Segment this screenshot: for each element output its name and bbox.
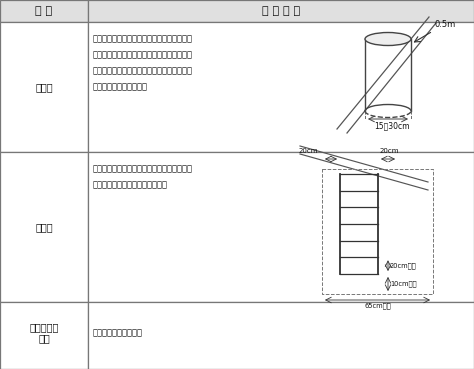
Text: 下 降 空 間: 下 降 空 間 (262, 6, 300, 16)
Text: 避難繩索及
滑桟: 避難繩索及 滑桟 (29, 322, 59, 343)
Bar (0, 152, 88, 302)
Text: 物得在下降空間範圍內。: 物得在下降空間範圍內。 (93, 82, 148, 91)
Text: 過十公分時，能採取不損繩索措施者，該突出: 過十公分時，能採取不損繩索措施者，該突出 (93, 66, 193, 75)
Bar (0, 302, 88, 369)
Text: 自避難梯二側籲樿中心線向外二十公分以上及: 自避難梯二側籲樿中心線向外二十公分以上及 (93, 164, 193, 173)
Bar (88, 152, 474, 302)
Bar (88, 0, 474, 22)
Text: 20cm以上: 20cm以上 (390, 262, 417, 269)
Bar (0, 22, 88, 152)
Text: 15－30cm: 15－30cm (374, 121, 410, 130)
Text: 65cm以上: 65cm以上 (364, 302, 391, 308)
Text: 20cm: 20cm (299, 148, 318, 154)
Text: 應無避難障礙之空間。: 應無避難障礙之空間。 (93, 328, 143, 337)
Text: 種 類: 種 類 (36, 6, 53, 16)
Text: 避難梯: 避難梯 (35, 222, 53, 232)
Bar (88, 302, 474, 369)
Text: 以器具中心半徑零點五公尺圓柱形範圍內，但: 以器具中心半徑零點五公尺圓柱形範圍內，但 (93, 34, 193, 43)
Text: 10cm以上: 10cm以上 (390, 281, 417, 287)
Text: 突出物在十公分以內，且無避難障礙者，或超: 突出物在十公分以內，且無避難障礙者，或超 (93, 50, 193, 59)
Text: 20cm: 20cm (380, 148, 400, 154)
Ellipse shape (365, 32, 411, 45)
Bar (88, 22, 474, 152)
Text: 其前方六十五公分以上之範圍內。: 其前方六十五公分以上之範圍內。 (93, 180, 168, 189)
Bar (0, 0, 88, 22)
Text: 0.5m: 0.5m (435, 20, 456, 29)
Text: 緩降機: 緩降機 (35, 82, 53, 92)
